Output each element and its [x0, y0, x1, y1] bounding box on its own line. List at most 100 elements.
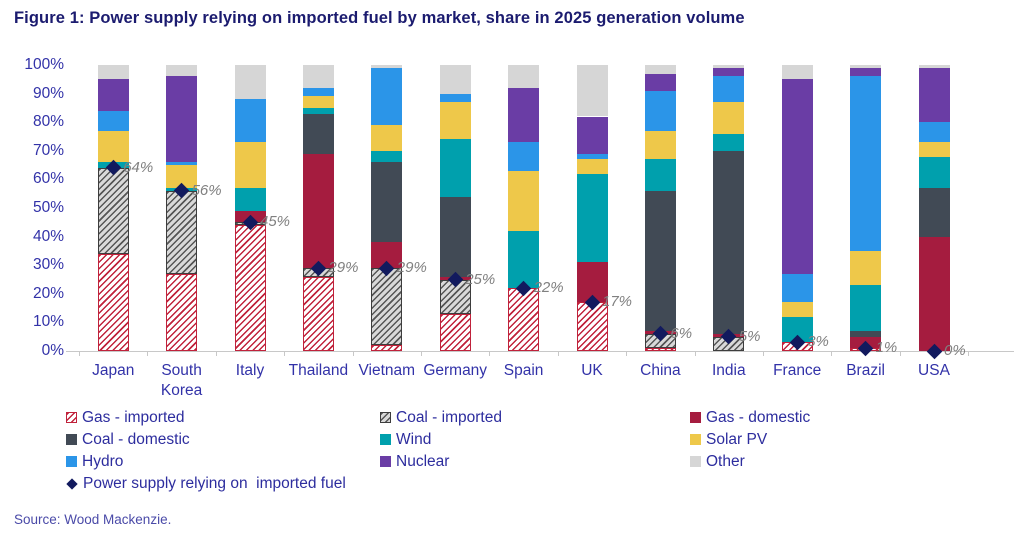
bar-segment-wind [302, 107, 334, 114]
bar-segment-solar_pv [918, 142, 950, 157]
x-axis-label: India [711, 362, 746, 379]
imported-fuel-marker-label: 3% [807, 333, 829, 351]
legend-swatch-coal_imported [380, 412, 391, 423]
bar-segment-gas_imported [644, 348, 676, 351]
bar-italy [234, 65, 266, 351]
x-axis-tick [489, 352, 491, 356]
legend-item-label: Power supply relying on imported fuel [83, 474, 346, 492]
bar-segment-other [850, 65, 882, 68]
bar-segment-solar_pv [850, 250, 882, 286]
y-axis-tick-label: 0% [41, 342, 64, 359]
bar-france [781, 65, 813, 351]
bar-segment-other [576, 65, 608, 117]
bar-segment-solar_pv [302, 96, 334, 108]
bar-china [644, 65, 676, 351]
bar-segment-gas_imported [234, 225, 266, 351]
bar-segment-coal_imported [97, 167, 129, 254]
y-axis-tick-label: 20% [32, 284, 64, 302]
x-axis-tick [421, 352, 422, 356]
imported-fuel-marker-label: 29% [396, 259, 427, 277]
y-axis-tick-label: 90% [32, 84, 64, 102]
bar-segment-hydro [508, 142, 540, 171]
bar-japan [97, 65, 129, 351]
legend-swatch-gas_imported [66, 412, 77, 423]
bar-segment-other [371, 65, 403, 68]
x-axis-label: South Korea [160, 362, 203, 399]
bar-segment-hydro [166, 162, 198, 166]
legend-item-gas_imported: Gas - imported [66, 407, 380, 428]
bar-segment-solar_pv [234, 142, 266, 188]
y-axis-tick-label: 50% [32, 199, 64, 216]
bar-segment-wind [713, 133, 745, 151]
legend-swatch-nuclear [380, 456, 391, 467]
bar-segment-coal_domestic [918, 188, 950, 237]
imported-fuel-marker-label: 17% [602, 293, 633, 311]
legend-item-marker: Power supply relying on imported fuel [66, 473, 1006, 494]
bar-segment-other [508, 65, 540, 88]
legend-item-other: Other [690, 451, 1006, 472]
bar-vietnam [371, 65, 403, 351]
legend-item-label: Coal - domestic [82, 430, 190, 448]
bar-germany [439, 65, 471, 351]
bar-segment-coal_domestic [713, 150, 745, 334]
bar-segment-other [781, 65, 813, 80]
bar-segment-coal_domestic [644, 190, 676, 331]
x-axis-label: Germany [423, 362, 488, 379]
legend-item-label: Wind [396, 430, 432, 448]
bar-segment-gas_domestic [302, 153, 334, 269]
bar-segment-hydro [371, 67, 403, 126]
bar-segment-other [439, 65, 471, 94]
x-axis-label: USA [918, 362, 950, 379]
bar-segment-solar_pv [508, 170, 540, 231]
bar-spain [508, 65, 540, 351]
bar-segment-nuclear [508, 87, 540, 143]
legend-swatch-other [690, 456, 701, 467]
legend-swatch-wind [380, 434, 391, 445]
x-axis-tick [284, 352, 286, 356]
bar-segment-gas_imported [302, 276, 334, 351]
bar-segment-hydro [918, 122, 950, 143]
bar-segment-coal_domestic [439, 196, 471, 277]
y-axis-tick-label: 100% [24, 56, 64, 73]
x-axis-tick [968, 352, 970, 356]
x-axis-line [66, 351, 1014, 352]
legend-item-label: Hydro [82, 452, 124, 470]
bar-south-korea [166, 65, 198, 351]
legend-swatch-solar_pv [690, 434, 701, 445]
bar-segment-coal_domestic [371, 162, 403, 243]
bar-segment-solar_pv [781, 302, 813, 317]
legend-swatch-marker [66, 477, 78, 490]
legend-item-label: Coal - imported [396, 408, 502, 426]
x-axis-label: Vietnam [358, 362, 416, 379]
legend-item-coal_domestic: Coal - domestic [66, 429, 380, 450]
bar-segment-solar_pv [371, 125, 403, 151]
bar-segment-gas_imported [97, 253, 129, 351]
bar-uk [576, 65, 608, 351]
legend-item-gas_domestic: Gas - domestic [690, 407, 1006, 428]
bar-segment-hydro [850, 76, 882, 251]
bar-segment-wind [576, 173, 608, 263]
bar-brazil [850, 65, 882, 351]
bar-segment-coal_imported [166, 190, 198, 274]
x-axis-tick [352, 352, 354, 356]
bar-segment-nuclear [713, 67, 745, 77]
legend-item-hydro: Hydro [66, 451, 380, 472]
legend-item-coal_imported: Coal - imported [380, 407, 690, 428]
bar-segment-other [166, 65, 198, 77]
x-axis-label: Thailand [288, 362, 349, 379]
bar-india [713, 65, 745, 351]
bar-segment-gas_imported [439, 313, 471, 351]
bar-segment-wind [644, 159, 676, 191]
bar-segment-hydro [439, 93, 471, 103]
bar-segment-hydro [644, 90, 676, 131]
x-axis-label: Japan [92, 362, 135, 379]
legend-item-label: Nuclear [396, 452, 450, 470]
bar-segment-solar_pv [576, 159, 608, 174]
x-axis-label: Italy [235, 362, 265, 379]
legend-swatch-gas_domestic [690, 412, 701, 423]
bar-segment-other [713, 65, 745, 68]
legend-item-label: Other [706, 452, 745, 470]
legend-item-label: Solar PV [706, 430, 768, 448]
bar-segment-wind [371, 150, 403, 163]
